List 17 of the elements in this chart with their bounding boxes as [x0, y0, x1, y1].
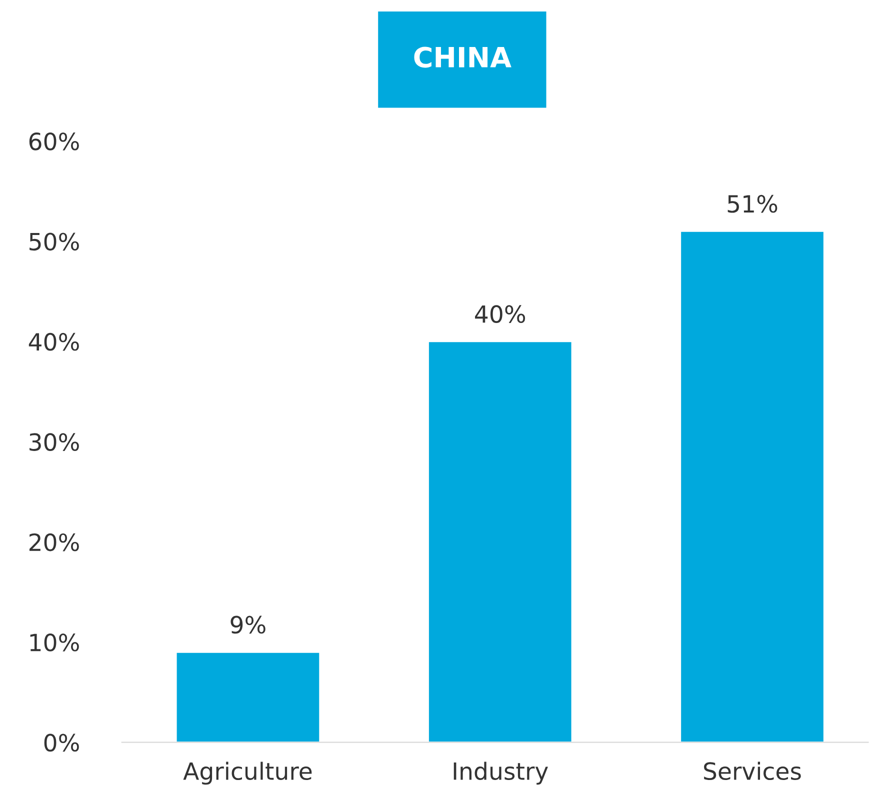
y-tick-label: 60% — [29, 132, 79, 150]
chart-title: CHINA — [414, 46, 512, 68]
y-tick-label: 30% — [30, 433, 79, 451]
y-tick-label: 0% — [44, 734, 79, 752]
y-tick-label: 50% — [30, 232, 79, 251]
x-tick-label: Industry — [454, 762, 548, 785]
y-tick-label: 20% — [29, 533, 79, 552]
bar — [175, 651, 321, 742]
y-tick-label: 40% — [28, 332, 79, 351]
bar — [428, 340, 573, 742]
x-tick-label: Agriculture — [183, 762, 312, 785]
y-tick-label: 10% — [30, 634, 79, 652]
data-label: 40% — [475, 305, 526, 324]
x-tick-label: Services — [704, 762, 801, 780]
data-label: 9% — [230, 616, 266, 634]
bar — [680, 230, 825, 742]
data-label: 51% — [728, 194, 778, 213]
